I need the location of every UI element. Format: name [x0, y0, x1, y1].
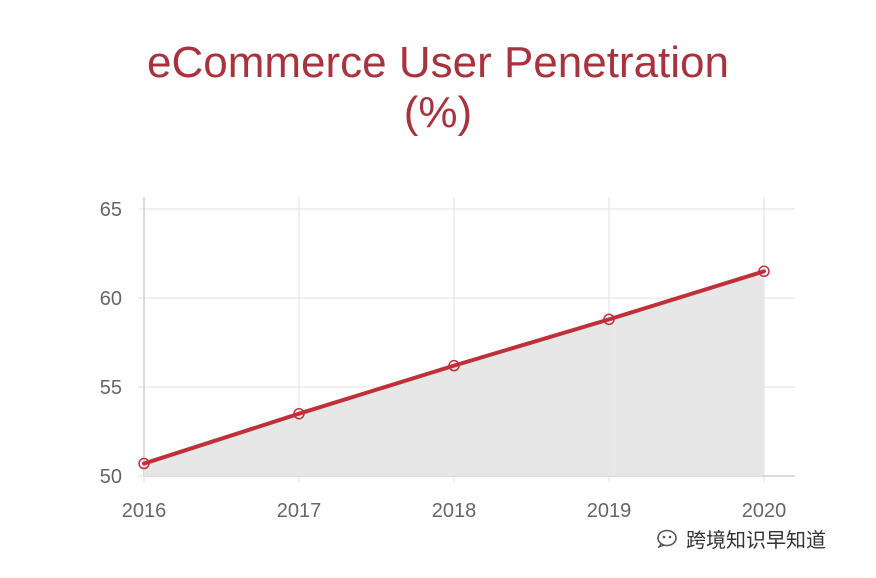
series-area-fill [144, 271, 764, 476]
x-tick-label-2018: 2018 [432, 500, 477, 522]
y-tick-label-60: 60 [100, 288, 122, 310]
chart-title-line-1: eCommerce User Penetration [146, 38, 729, 87]
watermark-text: 跨境知识早知道 [686, 527, 826, 552]
chart-title: eCommerce User Penetration (%) [0, 38, 876, 138]
x-tick-label-2019: 2019 [587, 500, 632, 522]
y-tick-label-65: 65 [100, 199, 122, 221]
chart-title-line-2: (%) [403, 88, 473, 137]
x-tick-label-2016: 2016 [122, 500, 167, 522]
data-point-2018 [448, 359, 460, 372]
data-point-2019 [603, 313, 615, 326]
series-line [142, 269, 766, 466]
x-tick-label-2020: 2020 [742, 500, 787, 522]
data-point-2017 [293, 407, 305, 420]
wechat-official-account-icon [657, 529, 677, 548]
data-point-2016 [138, 457, 150, 470]
y-tick-label-55: 55 [100, 377, 122, 399]
watermark: 跨境知识早知道 [656, 523, 826, 553]
x-tick-label-2017: 2017 [277, 500, 322, 522]
y-tick-label-50: 50 [100, 466, 122, 488]
data-point-2020 [758, 265, 770, 278]
